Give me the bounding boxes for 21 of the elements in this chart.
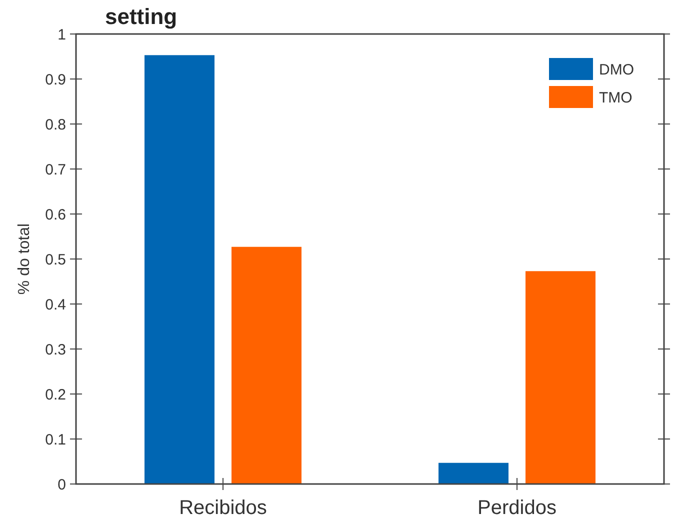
- y-tick-label: 0.3: [45, 341, 66, 358]
- y-tick-label: 0: [58, 476, 66, 494]
- y-tick-label: 0.9: [45, 71, 66, 88]
- bar: [526, 271, 596, 484]
- y-tick-label: 0.6: [45, 206, 66, 224]
- y-tick-label: 0.5: [45, 251, 66, 268]
- legend-label: DMO: [599, 61, 634, 78]
- x-tick-label: Recibidos: [179, 497, 267, 519]
- y-tick-label: 0.7: [45, 161, 66, 178]
- y-tick-label: 0.8: [45, 116, 66, 134]
- y-tick-label: 0.4: [45, 296, 66, 314]
- bar: [438, 462, 508, 484]
- legend-label: TMO: [599, 89, 632, 106]
- bar: [232, 246, 302, 484]
- y-tick-label: 1: [58, 26, 66, 44]
- chart-title: setting: [105, 4, 178, 29]
- x-tick-label: Perdidos: [478, 497, 556, 519]
- y-tick-label: 0.1: [45, 431, 66, 448]
- bar: [144, 55, 214, 484]
- y-axis-title: % do total: [16, 223, 33, 295]
- y-tick-label: 0.2: [45, 386, 66, 404]
